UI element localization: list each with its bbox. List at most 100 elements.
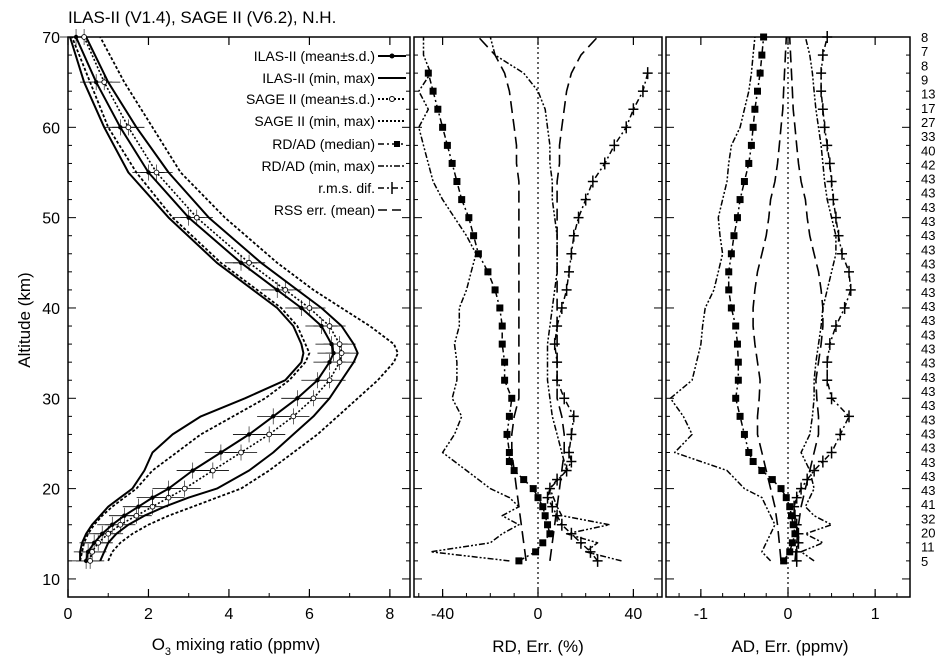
marker-median: [782, 494, 790, 502]
count-label: 8: [921, 30, 928, 45]
marker-median: [780, 557, 788, 565]
count-label: 20: [921, 526, 935, 541]
marker-median: [496, 304, 504, 312]
marker-median: [740, 178, 748, 186]
series-line-ad_max: [800, 36, 837, 562]
y-tick-label: 20: [42, 482, 60, 499]
marker-median: [745, 448, 753, 456]
marker-median: [747, 141, 755, 149]
count-label: 5: [921, 554, 928, 569]
marker-sage-mean: [133, 512, 140, 519]
x-axis-label-ad: AD, Err. (ppmv): [731, 637, 848, 656]
y-tick-label: 30: [42, 391, 60, 408]
series-line-ad_rms: [793, 36, 852, 561]
marker-median: [756, 69, 764, 77]
marker-median: [546, 530, 554, 538]
y-tick-label: 50: [42, 211, 60, 228]
count-label: 13: [921, 87, 935, 102]
series-line-rd_min: [418, 37, 520, 562]
marker-sage-mean: [338, 350, 345, 356]
legend-marker-rd-median: [394, 141, 400, 147]
marker-median: [434, 105, 442, 113]
x-axis-label-rd: RD, Err. (%): [492, 637, 584, 656]
marker-median: [484, 268, 492, 276]
marker-median: [725, 268, 733, 276]
legend-label-sage-minmax: SAGE II (min, max): [254, 113, 375, 129]
marker-sage-mean: [81, 34, 87, 40]
marker-median: [453, 178, 461, 186]
marker-ilas-mean: [150, 495, 155, 500]
marker-median: [733, 340, 741, 348]
marker-sage-mean: [282, 287, 289, 293]
count-label: 43: [921, 228, 935, 243]
marker-median: [541, 512, 549, 520]
count-label: 43: [921, 455, 935, 470]
marker-median: [505, 448, 513, 456]
count-label: 43: [921, 483, 935, 498]
count-label: 40: [921, 143, 935, 158]
marker-median: [758, 51, 766, 59]
marker-median: [732, 394, 740, 402]
count-label: 43: [921, 384, 935, 399]
legend-label-sage-mean: SAGE II (mean±s.d.): [246, 91, 375, 107]
marker-median: [474, 250, 482, 258]
marker-median: [448, 159, 456, 167]
marker-sage-mean: [326, 377, 333, 384]
count-label: 43: [921, 200, 935, 215]
marker-sage-mean: [117, 521, 124, 528]
marker-median: [520, 476, 528, 484]
count-label: 43: [921, 341, 935, 356]
marker-median: [501, 376, 509, 384]
count-label: 11: [921, 540, 935, 555]
legend-marker-ilas-mean: [389, 53, 395, 59]
legend-label-ilas-mean: ILAS-II (mean±s.d.): [254, 48, 375, 64]
marker-median: [777, 485, 785, 493]
count-label: 43: [921, 285, 935, 300]
count-label: 9: [921, 72, 928, 87]
marker-median: [749, 123, 757, 131]
marker-median: [788, 539, 796, 547]
count-label: 17: [921, 101, 935, 116]
count-label: 43: [921, 441, 935, 456]
marker-median: [498, 340, 506, 348]
count-label: 43: [921, 370, 935, 385]
marker-sage-mean: [125, 124, 132, 131]
count-label: 42: [921, 157, 935, 172]
count-label: 32: [921, 511, 935, 526]
y-tick-label: 40: [42, 301, 60, 318]
x-tick-label: 0: [64, 606, 73, 623]
legend-label-rd-minmax: RD/AD (min, max): [261, 158, 375, 174]
x-tick-label: 0: [534, 606, 543, 623]
x-tick-label: -1: [694, 606, 708, 623]
marker-median: [736, 412, 744, 420]
count-label: 43: [921, 313, 935, 328]
marker-median: [439, 123, 447, 131]
legend-label-ilas-minmax: ILAS-II (min, max): [262, 70, 375, 86]
x-tick-label: 6: [305, 606, 314, 623]
marker-median: [758, 467, 766, 475]
series-line-rd_max: [489, 36, 622, 562]
marker-median: [727, 250, 735, 258]
count-label: 43: [921, 327, 935, 342]
marker-median: [725, 286, 733, 294]
series-line-ad_rss_neg: [752, 36, 788, 561]
legend: ILAS-II (mean±s.d.) ILAS-II (min, max) S…: [246, 48, 406, 218]
marker-median: [505, 412, 513, 420]
marker-sage-mean: [246, 259, 252, 266]
marker-median: [443, 141, 451, 149]
marker-median: [539, 503, 547, 511]
legend-label-rms: r.m.s. dif.: [318, 180, 375, 196]
x-axis-label-profiles: O3 mixing ratio (ppmv): [152, 635, 321, 658]
series-line-rd_median: [427, 72, 551, 562]
count-label: 43: [921, 214, 935, 229]
marker-median: [534, 494, 542, 502]
series-line-rss_err_pos: [549, 36, 599, 562]
series-line-sage_max: [99, 36, 399, 562]
marker-median: [745, 159, 753, 167]
count-label: 43: [921, 257, 935, 272]
count-label: 41: [921, 497, 935, 512]
marker-median: [539, 539, 547, 547]
series-line-sage_min: [71, 36, 311, 562]
marker-median: [470, 232, 478, 240]
